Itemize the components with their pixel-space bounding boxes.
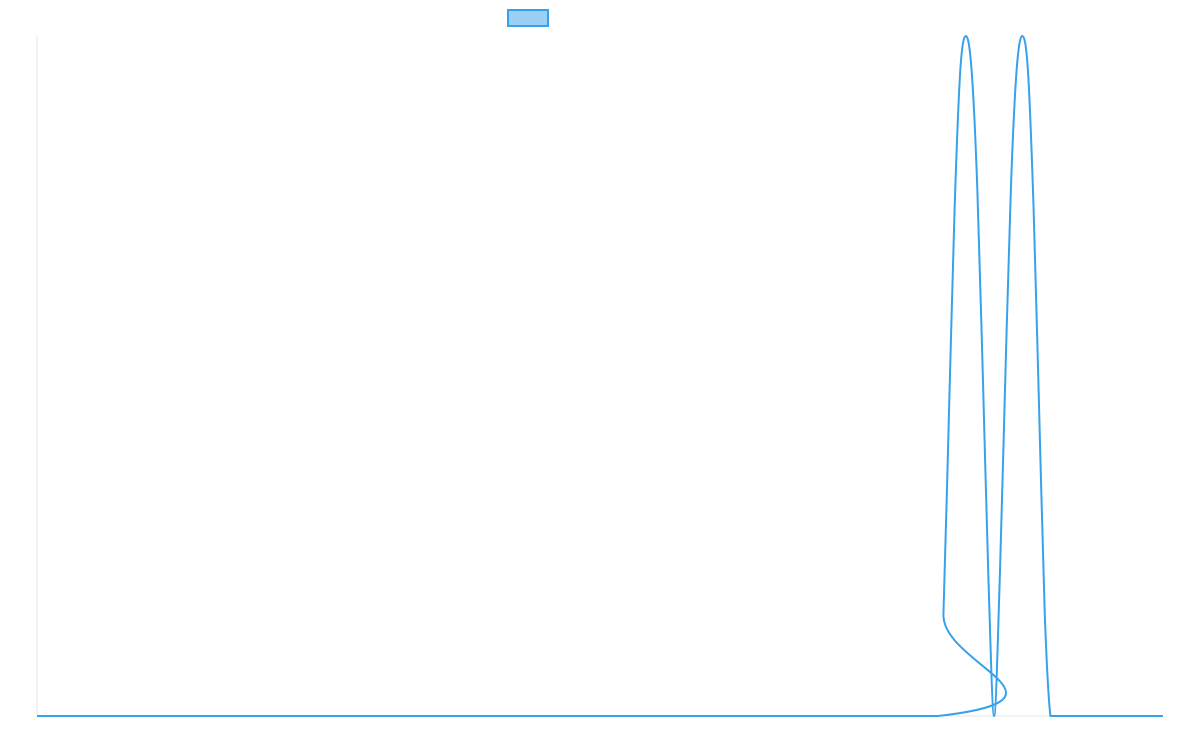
series-line-0 [37, 35, 1163, 718]
legend-swatch-0[interactable] [507, 9, 549, 27]
series-layer [37, 35, 1163, 718]
legend [507, 9, 549, 27]
axes [36, 36, 1163, 717]
